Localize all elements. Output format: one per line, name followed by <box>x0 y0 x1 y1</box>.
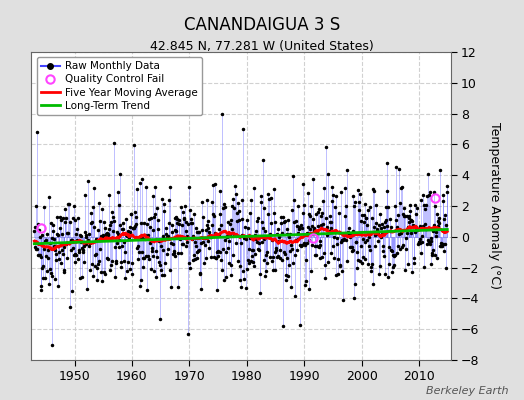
Text: Berkeley Earth: Berkeley Earth <box>426 386 508 396</box>
Text: 42.845 N, 77.281 W (United States): 42.845 N, 77.281 W (United States) <box>150 40 374 53</box>
Text: CANANDAIGUA 3 S: CANANDAIGUA 3 S <box>184 16 340 34</box>
Y-axis label: Temperature Anomaly (°C): Temperature Anomaly (°C) <box>488 122 501 290</box>
Legend: Raw Monthly Data, Quality Control Fail, Five Year Moving Average, Long-Term Tren: Raw Monthly Data, Quality Control Fail, … <box>37 57 202 115</box>
